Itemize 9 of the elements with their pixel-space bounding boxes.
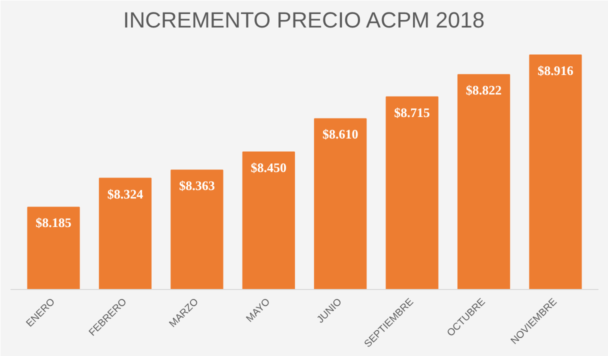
data-label: $8.610 [322,126,358,142]
data-label: $8.324 [107,186,144,202]
data-label: $8.822 [466,82,502,98]
data-label: $8.715 [394,104,430,120]
data-label: $8.185 [36,215,72,230]
data-label: $8.363 [179,178,216,194]
chart-title: INCREMENTO PRECIO ACPM 2018 [123,8,485,32]
data-label: $8.916 [538,62,574,78]
data-label: $8.450 [250,160,287,176]
